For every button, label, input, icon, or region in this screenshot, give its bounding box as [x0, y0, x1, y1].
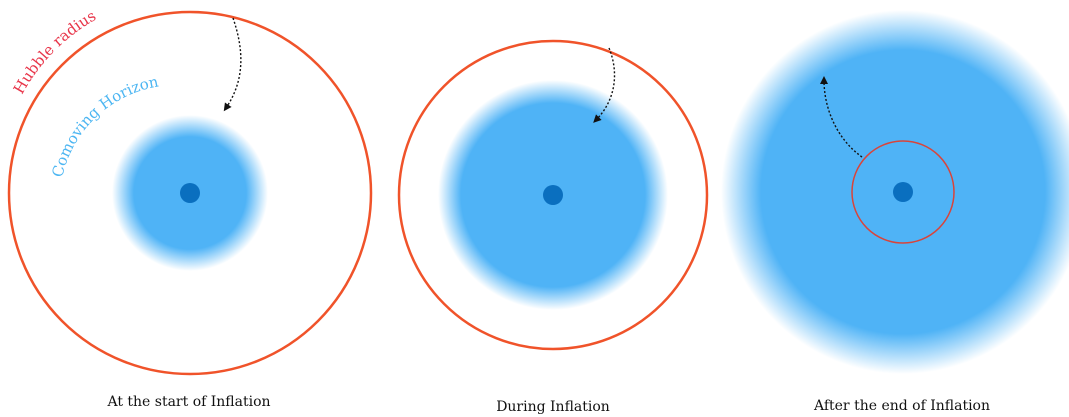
center-dot [180, 183, 200, 203]
hubble-radius-circle [851, 140, 955, 244]
hubble-radius-circle [7, 10, 373, 376]
center-dot [893, 182, 913, 202]
caption-start: At the start of Inflation [106, 394, 270, 410]
caption-during: During Inflation [496, 399, 610, 415]
panel-start-of-inflation: Hubble radius Comoving Horizon At the st… [7, 7, 373, 410]
dotted-arrow [593, 47, 616, 123]
center-dot [543, 185, 563, 205]
caption-after: After the end of Inflation [813, 398, 990, 414]
dotted-arrow [820, 76, 863, 158]
panel-after-inflation: After the end of Inflation [721, 10, 1069, 414]
dotted-arrow [223, 17, 242, 112]
hubble-radius-label: Hubble radius [10, 7, 99, 97]
hubble-radius-circle [397, 39, 709, 351]
panel-during-inflation: During Inflation [397, 39, 709, 415]
